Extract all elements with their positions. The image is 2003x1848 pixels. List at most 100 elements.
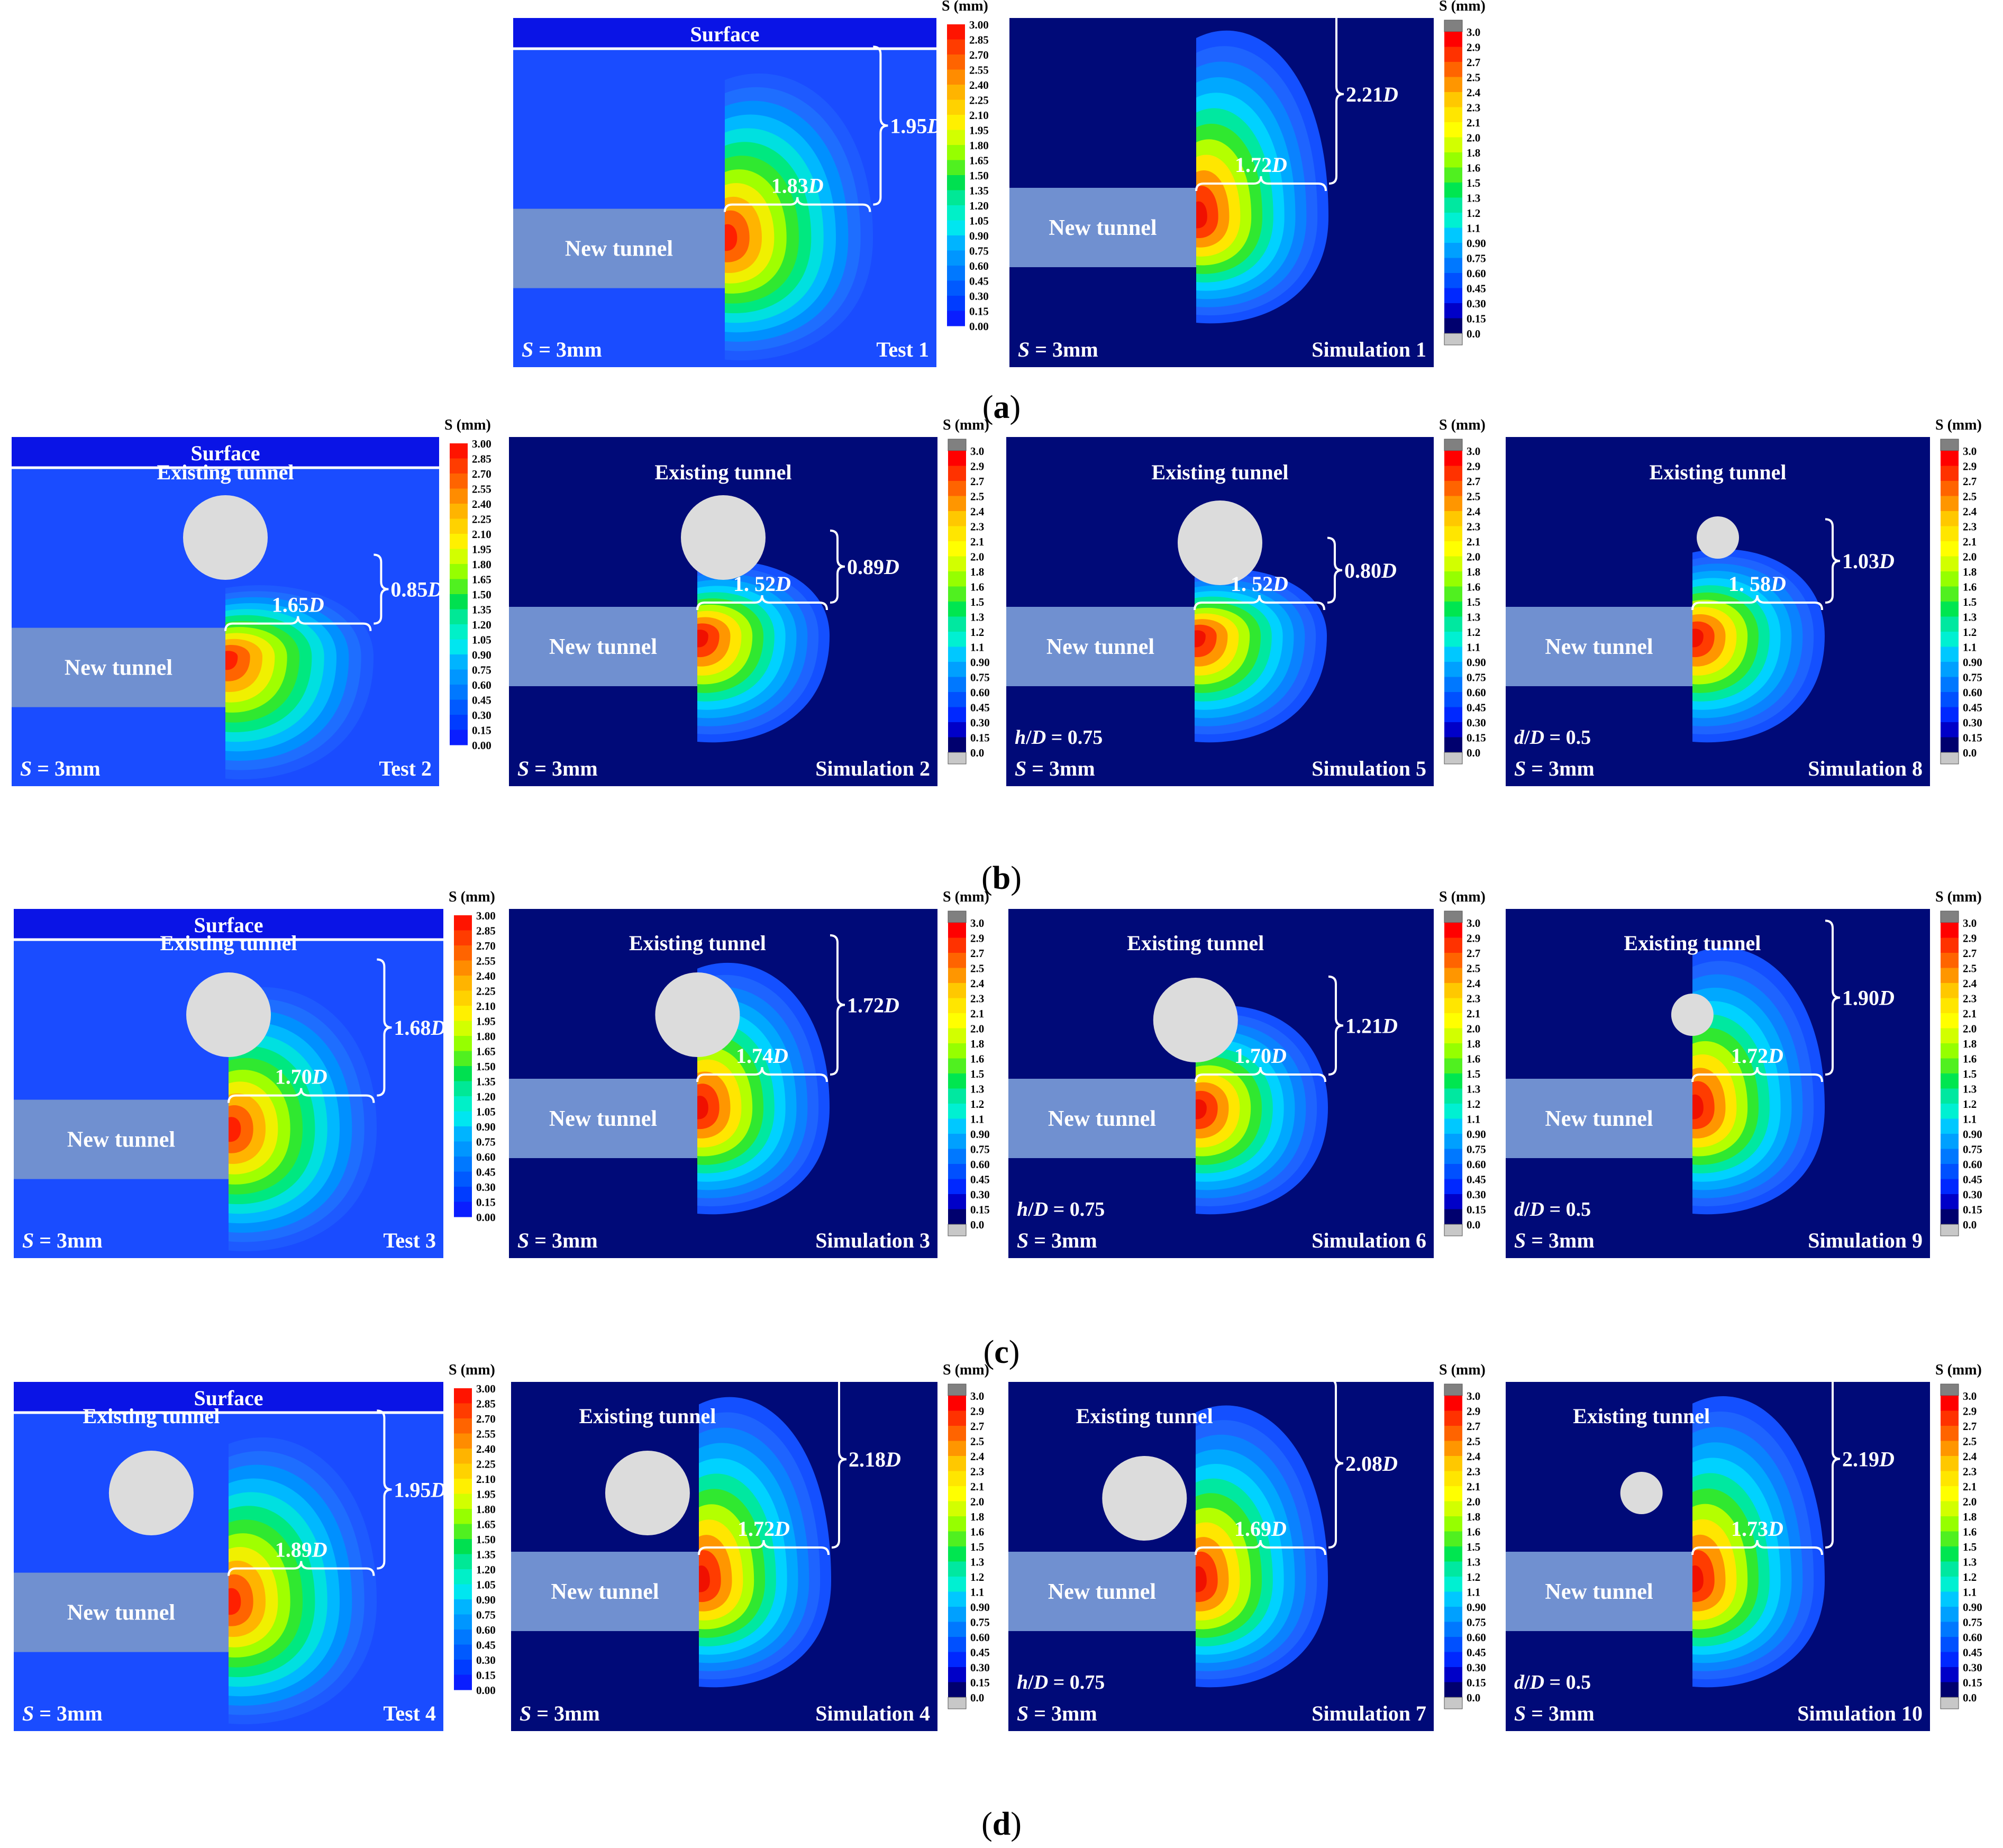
- colorbar-tick-label: 2.9: [970, 932, 984, 945]
- colorbar-swatch: [454, 1051, 472, 1067]
- new-tunnel: [509, 1079, 697, 1158]
- new-tunnel: [1506, 1552, 1692, 1631]
- contour-band: [1195, 630, 1206, 648]
- colorbar-swatch: [947, 24, 965, 40]
- displacement-label: S = 3mm: [1017, 1701, 1097, 1725]
- colorbar-swatch: [948, 737, 966, 753]
- existing-tunnel-label: Existing tunnel: [1624, 931, 1761, 955]
- width-brace: [696, 595, 828, 611]
- colorbar-tick-label: 0.0: [1467, 747, 1480, 759]
- colorbar-over-swatch: [948, 1383, 967, 1396]
- colorbar-tick-label: 2.5: [1963, 490, 1977, 503]
- colorbar-tick-label: 2.4: [970, 1450, 985, 1463]
- colorbar-swatch: [1941, 1486, 1959, 1501]
- colorbar-tick-label: 3.0: [1467, 917, 1480, 930]
- panel-name: Test 4: [383, 1701, 436, 1725]
- colorbar-swatch: [1444, 466, 1462, 481]
- colorbar-tick-label: 0.15: [472, 724, 491, 737]
- colorbar-swatch: [947, 280, 965, 296]
- colorbar-swatch: [1444, 32, 1462, 47]
- new-tunnel-label: New tunnel: [549, 1107, 657, 1131]
- colorbar-swatch: [1941, 1164, 1959, 1179]
- colorbar-swatch: [948, 647, 966, 662]
- colorbar-tick-label: 2.10: [472, 528, 491, 541]
- colorbar-tick-label: 1.3: [1467, 611, 1480, 624]
- colorbar: S (mm) 3.0 2.9 2.7 2.5 2.4 2.3 2.1 2.0 1.8 1.6 1.5 1…: [1935, 1362, 1982, 1709]
- colorbar-tick-label: 0.90: [969, 230, 989, 242]
- colorbar-tick-label: 1.5: [970, 596, 984, 608]
- colorbar-swatch: [1941, 707, 1959, 723]
- colorbar-swatch: [454, 1021, 472, 1036]
- colorbar-tick-label: 1.3: [1963, 611, 1977, 624]
- surface-label: Surface: [194, 1386, 263, 1410]
- colorbar-swatch: [948, 677, 966, 693]
- colorbar-tick-label: 1.8: [1467, 1510, 1480, 1523]
- colorbar-swatch: [947, 85, 965, 100]
- colorbar-tick-label: 0.30: [969, 290, 989, 303]
- colorbar-swatch: [1444, 1396, 1462, 1411]
- colorbar-tick-label: 0.45: [970, 702, 990, 714]
- colorbar-swatch: [1444, 1209, 1462, 1225]
- width-brace: [1691, 1067, 1823, 1082]
- colorbar-swatch: [1444, 227, 1462, 243]
- colorbar-tick-label: 0.75: [1467, 671, 1486, 684]
- colorbar-tick-label: 1.95: [472, 543, 491, 556]
- colorbar-tick-label: 0.30: [970, 716, 990, 729]
- height-brace: [1327, 536, 1343, 604]
- colorbar-swatch: [1941, 1058, 1959, 1074]
- colorbar-swatch: [1444, 1667, 1462, 1682]
- colorbar-tick-label: 2.4: [970, 977, 985, 990]
- displacement-label: S = 3mm: [522, 338, 602, 361]
- colorbar-under-swatch: [1444, 333, 1463, 345]
- colorbar-swatch: [1941, 923, 1959, 938]
- colorbar-tick-label: 3.00: [476, 909, 496, 922]
- colorbar-tick-label: 2.0: [1467, 551, 1480, 563]
- row-caption: (a): [982, 389, 1021, 425]
- colorbar-tick-label: 1.3: [970, 611, 984, 624]
- displacement-label: S = 3mm: [517, 757, 598, 780]
- colorbar-swatch: [450, 699, 468, 715]
- colorbar-tick-label: 1.3: [1467, 192, 1480, 205]
- colorbar-swatch: [454, 1111, 472, 1127]
- colorbar-swatch: [1941, 1118, 1959, 1134]
- height-brace: [377, 958, 392, 1097]
- colorbar-swatch: [1941, 556, 1959, 572]
- colorbar-tick-label: 2.70: [472, 468, 491, 480]
- colorbar-tick-label: 1.2: [1963, 1571, 1977, 1583]
- colorbar-tick-label: 1.8: [1467, 1037, 1480, 1050]
- colorbar-swatch: [1444, 953, 1462, 968]
- colorbar-tick-label: 1.8: [970, 1510, 984, 1523]
- colorbar-tick-label: 0.45: [1467, 1173, 1486, 1186]
- existing-tunnel-label: Existing tunnel: [1650, 460, 1787, 484]
- colorbar-swatch: [1444, 1426, 1462, 1441]
- colorbar-tick-label: 2.7: [970, 475, 984, 488]
- new-tunnel-label: New tunnel: [67, 1128, 175, 1152]
- width-label: 1.73D: [1731, 1517, 1783, 1541]
- colorbar-swatch: [1444, 937, 1462, 953]
- colorbar-tick-label: 0.60: [1467, 267, 1486, 280]
- colorbar-swatch: [947, 250, 965, 266]
- colorbar-swatch: [454, 1418, 472, 1434]
- height-brace: [1328, 3, 1344, 185]
- panel-name: Simulation 7: [1312, 1701, 1426, 1725]
- existing-tunnel-label: Existing tunnel: [1076, 1404, 1213, 1428]
- height-brace: [1825, 920, 1841, 1076]
- colorbar-tick-label: 0.0: [1467, 1218, 1480, 1231]
- colorbar-swatch: [1941, 1667, 1959, 1682]
- colorbar-swatch: [1444, 77, 1462, 93]
- simulation-panel: New tunnel Existing tunnel 1.72D 2.18D S = 3…: [511, 1362, 990, 1731]
- height-label: 1.21D: [1345, 1014, 1398, 1037]
- width-label: 1.70D: [275, 1065, 327, 1089]
- colorbar-tick-label: 1.65: [472, 573, 491, 586]
- colorbar-swatch: [947, 145, 965, 160]
- colorbar-swatch: [948, 983, 966, 998]
- existing-tunnel-label: Existing tunnel: [629, 931, 766, 955]
- colorbar-tick-label: 1.2: [1467, 1098, 1480, 1110]
- width-brace: [224, 616, 372, 631]
- colorbar-swatch: [1444, 1134, 1462, 1149]
- colorbar-tick-label: 2.3: [970, 993, 984, 1005]
- colorbar-swatch: [1444, 496, 1462, 512]
- colorbar-tick-label: 1.8: [970, 1037, 984, 1050]
- colorbar-swatch: [948, 1194, 966, 1209]
- colorbar-tick-label: 2.5: [1467, 71, 1480, 84]
